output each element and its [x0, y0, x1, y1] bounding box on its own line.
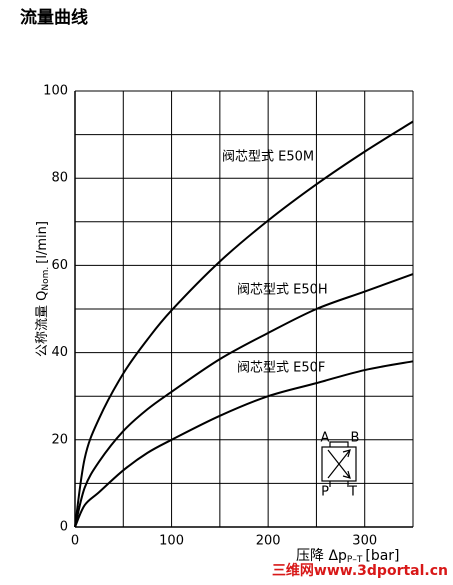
x-tick-label: 0 — [71, 534, 79, 549]
port-label: B — [351, 431, 360, 446]
y-tick-label: 0 — [60, 520, 68, 535]
y-axis-label-sub: Nom. — [41, 267, 51, 291]
y-axis-label-unit: [l/min] — [35, 221, 50, 264]
y-tick-label: 40 — [51, 345, 68, 360]
port-label: T — [348, 485, 357, 500]
port-label: A — [321, 431, 330, 446]
watermark: 三维网www.3dportal.cn — [272, 562, 448, 579]
port-label: P — [321, 485, 329, 500]
x-tick-label: 100 — [159, 534, 184, 549]
x-axis-label-unit: [bar] — [365, 548, 399, 564]
curve-label: 阀芯型式 E50F — [237, 361, 325, 376]
x-axis-label-main: 压降 Δp — [296, 548, 347, 564]
curve-label: 阀芯型式 E50H — [237, 283, 328, 298]
page-title: 流量曲线 — [20, 7, 88, 28]
y-tick-label: 60 — [51, 258, 68, 273]
y-tick-label: 100 — [43, 84, 68, 99]
curve — [74, 120, 414, 528]
y-tick-label: 20 — [51, 432, 68, 447]
curve — [74, 273, 414, 528]
y-tick-label: 80 — [51, 171, 68, 186]
x-tick-label: 300 — [352, 534, 377, 549]
y-axis-label-main: 公称流量 Q — [35, 291, 50, 357]
curve — [74, 360, 414, 528]
x-tick-label: 200 — [256, 534, 281, 549]
valve-symbol — [321, 441, 357, 487]
x-axis-label-sub: P–T — [347, 555, 363, 565]
curve-label: 阀芯型式 E50M — [222, 150, 314, 165]
y-axis-label: 公称流量 QNom. [l/min] — [35, 221, 51, 357]
x-axis-label: 压降 ΔpP–T [bar] — [296, 548, 400, 565]
